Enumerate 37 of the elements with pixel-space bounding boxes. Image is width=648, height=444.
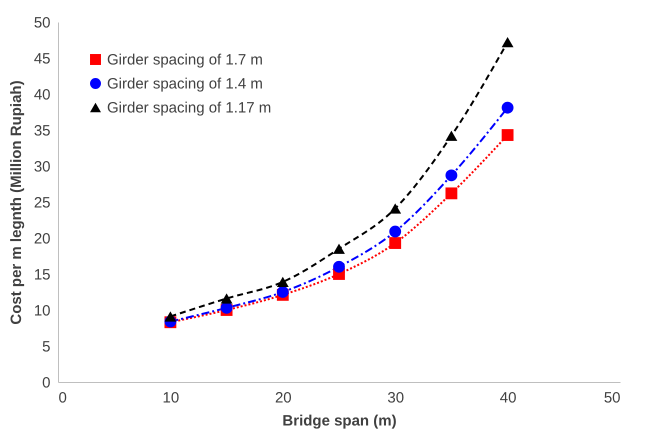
- point: [389, 237, 402, 249]
- x-tick-label: 50: [604, 390, 620, 406]
- point: [445, 130, 458, 141]
- legend-label: Girder spacing of 1.7 m: [107, 52, 263, 68]
- point: [333, 260, 345, 273]
- point: [276, 286, 289, 298]
- point: [445, 169, 458, 182]
- point: [220, 293, 233, 304]
- x-tick-label: 20: [274, 390, 292, 406]
- point: [389, 226, 402, 238]
- x-axis-title: Bridge span (m): [282, 412, 397, 430]
- x-tick-label: 40: [500, 390, 516, 406]
- x-tick-label: 10: [162, 390, 180, 406]
- point: [502, 129, 514, 141]
- y-tick-label: 35: [34, 122, 50, 140]
- point: [164, 311, 176, 322]
- y-tick-label: 45: [34, 50, 50, 68]
- y-tick-label: 25: [34, 194, 50, 212]
- point: [445, 187, 458, 200]
- y-tick-label: 15: [34, 266, 50, 284]
- point: [333, 244, 345, 254]
- y-axis-title: Cost per m legnth (Million Rupiah): [8, 80, 25, 325]
- y-tick-label: 5: [42, 338, 50, 356]
- y-tick-label: 10: [34, 302, 50, 320]
- x-tick-label: 30: [387, 390, 404, 406]
- legend-label: Girder spacing of 1.4 m: [107, 76, 263, 92]
- y-tick-label: 30: [34, 158, 50, 176]
- y-tick-label: 50: [34, 14, 50, 32]
- point: [502, 37, 514, 48]
- y-tick-label: 20: [34, 230, 50, 248]
- y-tick-label: 0: [42, 374, 50, 392]
- point: [276, 276, 289, 288]
- x-tick-label: 0: [58, 390, 67, 406]
- point: [389, 203, 402, 214]
- point: [502, 102, 514, 114]
- legend-label: Girder spacing of 1.17 m: [107, 100, 272, 116]
- y-tick-label: 40: [34, 86, 50, 104]
